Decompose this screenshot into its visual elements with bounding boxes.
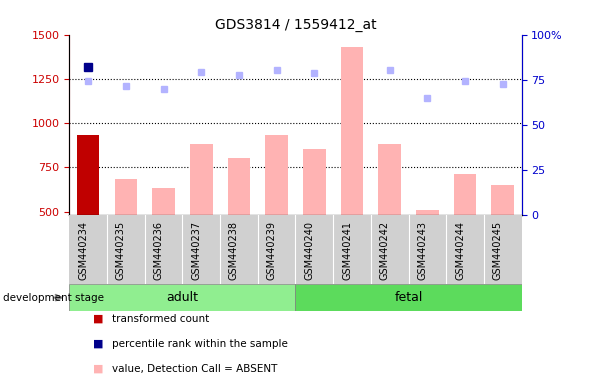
Text: GSM440241: GSM440241 [342,220,352,280]
Text: GSM440244: GSM440244 [455,220,465,280]
Text: GSM440240: GSM440240 [305,220,314,280]
Text: ■: ■ [93,314,104,324]
Text: GSM440236: GSM440236 [154,220,163,280]
Bar [152,189,175,215]
Bar [115,179,137,215]
Text: GSM440245: GSM440245 [493,220,503,280]
Bar [453,174,476,215]
Bar [341,47,363,215]
Bar [69,284,295,311]
Text: GSM440243: GSM440243 [417,220,428,280]
Text: GSM440238: GSM440238 [229,220,239,280]
Bar [303,149,326,215]
Text: transformed count: transformed count [112,314,209,324]
Text: value, Detection Call = ABSENT: value, Detection Call = ABSENT [112,364,277,374]
Text: adult: adult [166,291,198,304]
Text: percentile rank within the sample: percentile rank within the sample [112,339,288,349]
Bar [491,185,514,215]
Bar [77,136,99,215]
Bar [228,159,250,215]
Text: development stage: development stage [3,293,104,303]
Bar [295,284,522,311]
Bar [416,210,438,215]
Text: GSM440234: GSM440234 [78,220,88,280]
Text: GSM440237: GSM440237 [191,220,201,280]
Text: GSM440239: GSM440239 [267,220,277,280]
Text: ■: ■ [93,339,104,349]
Text: ■: ■ [93,364,104,374]
Text: GSM440235: GSM440235 [116,220,126,280]
Text: GSM440242: GSM440242 [380,220,390,280]
Bar [265,136,288,215]
Text: fetal: fetal [394,291,423,304]
Bar [379,144,401,215]
Bar [190,144,213,215]
Title: GDS3814 / 1559412_at: GDS3814 / 1559412_at [215,18,376,32]
